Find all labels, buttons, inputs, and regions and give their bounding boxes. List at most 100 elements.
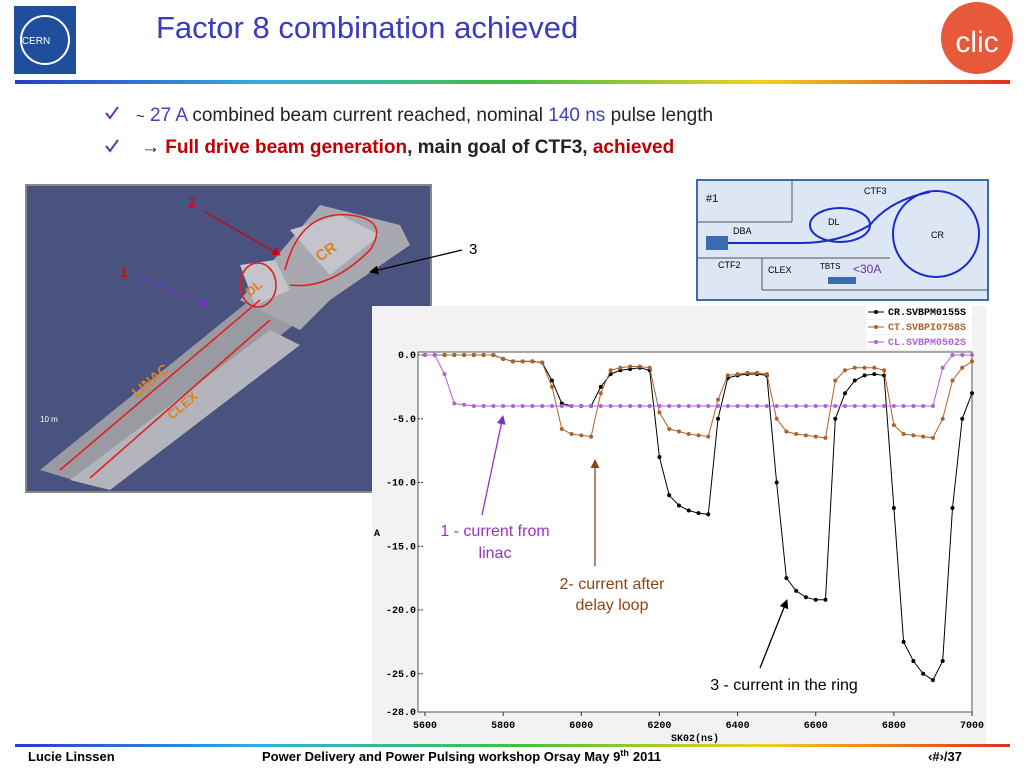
data-point — [823, 435, 828, 440]
data-point — [950, 378, 955, 383]
data-point — [852, 365, 857, 370]
data-point — [657, 410, 662, 415]
bullet-check — [105, 139, 119, 153]
data-point — [667, 426, 672, 431]
bullet-text: → — [141, 137, 160, 158]
data-point — [891, 423, 896, 428]
bullet-text: combined beam current reached, nominal — [192, 105, 543, 126]
data-point — [970, 359, 974, 364]
layout-image: 2 1 CR DL LINAC CLEX 10 m — [25, 184, 432, 493]
data-point — [716, 397, 721, 402]
data-point — [735, 372, 740, 377]
data-point — [716, 404, 721, 408]
bullet: ~ 27 A combined beam current reached, no… — [136, 105, 713, 126]
data-point — [520, 404, 525, 408]
data-point — [716, 416, 721, 421]
x-tick-label: 6800 — [882, 721, 906, 732]
data-point — [911, 433, 916, 438]
data-point — [491, 404, 496, 408]
data-point — [745, 404, 750, 408]
x-tick-label: 6000 — [569, 721, 593, 732]
data-point — [803, 433, 808, 438]
data-point — [745, 370, 750, 375]
data-point — [901, 432, 906, 437]
legend-background — [866, 320, 972, 334]
data-point — [667, 404, 672, 408]
data-point — [667, 493, 672, 498]
data-point — [647, 404, 652, 408]
data-point — [970, 353, 974, 357]
image-label: 3 — [469, 241, 477, 258]
data-point — [637, 404, 642, 408]
data-point — [530, 359, 535, 364]
annotation-text: delay loop — [576, 597, 649, 614]
data-point — [569, 432, 574, 437]
data-point — [706, 512, 711, 517]
data-point — [950, 506, 955, 510]
data-point — [803, 595, 808, 600]
legend-background — [866, 305, 972, 319]
annotation-text: 3 - current in the ring — [710, 677, 858, 694]
data-point — [549, 404, 554, 408]
data-point — [471, 353, 476, 357]
data-point — [833, 404, 838, 408]
data-point — [657, 455, 662, 459]
data-point — [921, 434, 926, 439]
data-point — [823, 597, 828, 602]
data-point — [423, 353, 427, 357]
data-point — [491, 353, 496, 357]
legend-marker — [874, 340, 878, 344]
data-point — [940, 416, 945, 421]
annotation-text: linac — [479, 545, 512, 562]
x-tick-label: 6600 — [804, 721, 828, 732]
bullet-text: ~ — [136, 108, 145, 125]
data-point — [843, 404, 848, 408]
data-point — [970, 391, 974, 396]
legend-label: CR.SVBPM0155S — [888, 308, 966, 319]
logo-text: clic — [955, 26, 998, 59]
x-axis-label: SK02(ns) — [671, 733, 719, 745]
data-point — [686, 508, 691, 513]
image-label: 1 — [120, 264, 128, 280]
data-point — [794, 404, 799, 408]
data-point — [530, 404, 535, 408]
data-point — [843, 391, 848, 396]
data-point — [794, 432, 799, 437]
data-point — [940, 659, 945, 663]
image-label: 10 m — [40, 415, 58, 424]
data-point — [706, 404, 711, 408]
data-point — [803, 404, 808, 408]
schematic-label: CTF3 — [864, 186, 887, 196]
legend-marker — [874, 325, 878, 329]
data-point — [774, 404, 779, 408]
data-point — [882, 404, 887, 408]
bullet-text: 27 A — [150, 105, 188, 126]
data-point — [510, 359, 515, 364]
data-point — [891, 404, 896, 408]
data-point — [696, 433, 701, 438]
clic-logo: clic — [941, 2, 1013, 74]
data-point — [921, 671, 926, 676]
y-axis-label: A — [374, 529, 380, 540]
data-point — [462, 402, 467, 407]
data-point — [452, 401, 457, 406]
data-point — [647, 365, 652, 370]
data-point — [862, 365, 867, 370]
image-label: 2 — [188, 194, 196, 210]
data-point — [930, 404, 935, 408]
bullet-text: , main goal of CTF3, — [407, 137, 588, 158]
x-tick-label: 5600 — [413, 721, 437, 732]
data-point — [930, 435, 935, 440]
data-point — [862, 404, 867, 408]
schematic-label: <30A — [853, 262, 881, 276]
y-tick-label: -5.0 — [392, 415, 416, 426]
data-point — [852, 378, 857, 383]
data-point — [442, 353, 447, 357]
data-point — [764, 372, 769, 377]
data-point — [589, 404, 594, 408]
y-tick-label: -15.0 — [386, 542, 416, 553]
footer-rule — [15, 744, 1010, 747]
data-point — [471, 404, 476, 408]
data-point — [784, 576, 789, 581]
schematic-label: DBA — [733, 226, 752, 236]
